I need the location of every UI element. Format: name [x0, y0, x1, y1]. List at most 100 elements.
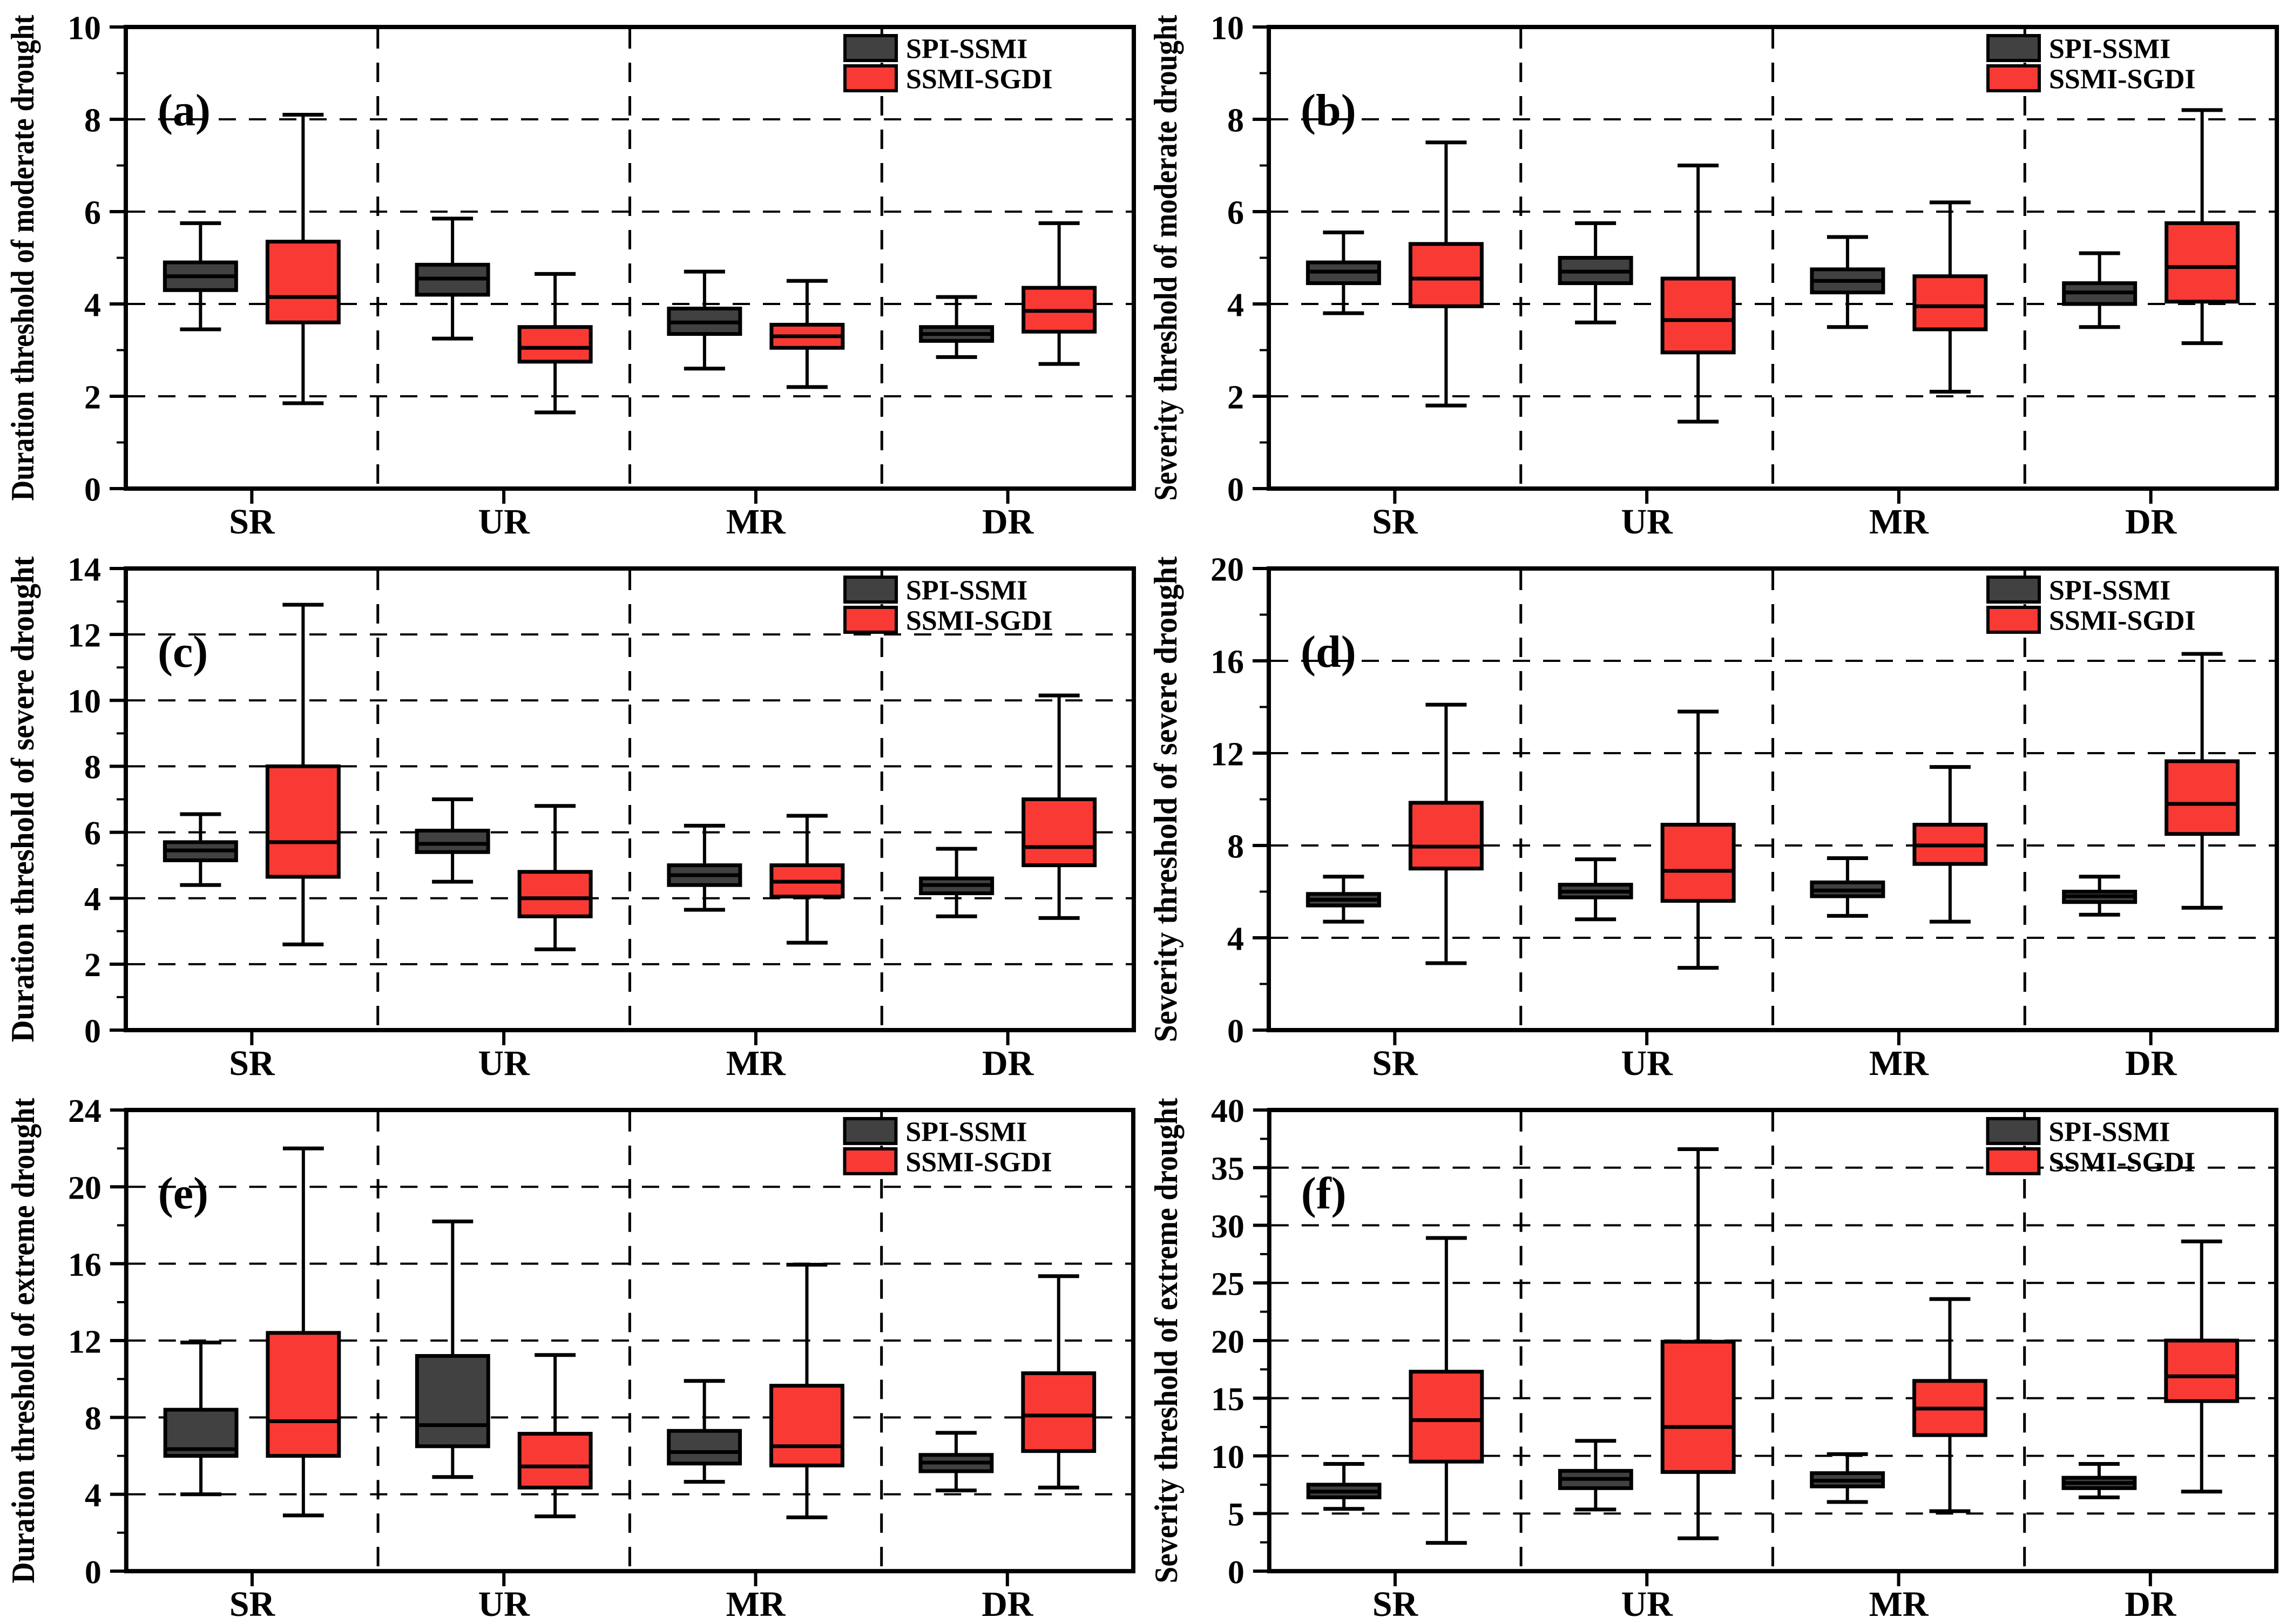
legend-swatch-SSMI-SGDI [843, 64, 898, 92]
box-SSMI-SGDI-UR [1660, 709, 1736, 970]
box-SPI-SSMI-DR [2061, 1462, 2137, 1499]
legend-swatch-SSMI-SGDI [1986, 64, 2041, 92]
category-label: UR [478, 1044, 530, 1083]
box-SPI-SSMI-MR [1810, 235, 1885, 329]
panel-svg: 0 4 8 12 16 20 24 SR UR MR DR Duration threshold of… [5, 1093, 1135, 1624]
y-axis: 0 2 4 6 8 10 [67, 10, 126, 508]
box-SSMI-SGDI-MR [769, 814, 845, 945]
y-tick-label: 10 [1210, 10, 1244, 46]
box-SPI-SSMI-SR [163, 221, 238, 331]
y-axis: 0 5 10 15 20 25 30 35 40 [1211, 1093, 1269, 1591]
box-SPI-SSMI-DR [919, 847, 995, 918]
panel-svg: 0 4 8 12 16 20 SR UR MR DR Severity threshold of s… [1148, 551, 2279, 1083]
y-tick-label: 20 [68, 1170, 102, 1207]
box-SSMI-SGDI-UR [517, 272, 593, 415]
box-SSMI-SGDI-MR [1912, 1297, 1987, 1513]
y-tick-label: 0 [1227, 471, 1244, 508]
y-tick-label: 6 [84, 815, 101, 852]
y-tick-label: 8 [1227, 828, 1244, 865]
legend-swatch-SPI-SSMI [1986, 576, 2041, 604]
y-tick-label: 8 [85, 1400, 102, 1437]
y-axis: 0 2 4 6 8 10 [1210, 10, 1269, 508]
box-SPI-SSMI-UR [415, 216, 490, 341]
box-SSMI-SGDI-MR [1912, 200, 1988, 394]
legend-swatch-SSMI-SGDI [843, 606, 898, 634]
y-tick-label: 15 [1211, 1381, 1245, 1418]
y-tick-label: 0 [85, 1554, 102, 1591]
box-SSMI-SGDI-DR [2164, 1239, 2240, 1494]
x-axis: SR UR MR DR [229, 1030, 1034, 1083]
box-SSMI-SGDI-DR [1022, 221, 1097, 366]
panel-letter: (b) [1301, 85, 1356, 136]
category-label: UR [1621, 1585, 1674, 1624]
y-tick-label: 16 [1210, 644, 1244, 680]
gridlines [1271, 1112, 2274, 1569]
y-tick-label: 30 [1211, 1208, 1245, 1245]
box-SPI-SSMI-SR [1306, 875, 1381, 924]
legend-label: SPI-SSMI [2049, 576, 2170, 606]
category-label: MR [726, 502, 786, 542]
box-SPI-SSMI-DR [919, 295, 995, 359]
box-SSMI-SGDI-UR [1660, 1147, 1736, 1540]
legend-swatch-SSMI-SGDI [1986, 1147, 2041, 1175]
x-axis: SR UR MR DR [1372, 489, 2177, 542]
y-tick-label: 10 [67, 684, 101, 720]
legend-swatch-SSMI-SGDI [843, 1147, 898, 1175]
box-SPI-SSMI-UR [415, 797, 490, 884]
y-tick-label: 12 [1210, 736, 1244, 773]
legend-swatch-SPI-SSMI [1986, 1116, 2041, 1145]
panel-svg: 0 2 4 6 8 10 SR UR MR DR Duration threshold of mod… [5, 10, 1136, 542]
box-SPI-SSMI-DR [2062, 251, 2138, 329]
box-SSMI-SGDI-SR [265, 112, 341, 405]
y-tick-label: 12 [68, 1323, 102, 1360]
y-tick-label: 4 [85, 1477, 102, 1514]
y-axis-title: Duration threshold of extreme drought [5, 1098, 41, 1583]
boxes [1306, 652, 2240, 970]
x-axis: SR UR MR DR [229, 1571, 1034, 1624]
panel-letter: (a) [158, 85, 211, 136]
legend-swatch-SPI-SSMI [843, 1116, 898, 1145]
box-SSMI-SGDI-UR [1660, 164, 1736, 424]
y-axis-title: Severity threshold of extreme drought [1148, 1098, 1184, 1583]
y-tick-label: 0 [1227, 1013, 1244, 1050]
boxes [163, 603, 1097, 951]
legend-swatch-SPI-SSMI [843, 34, 898, 62]
y-tick-label: 8 [1227, 102, 1244, 139]
box-SSMI-SGDI-DR [1022, 693, 1097, 920]
y-tick-label: 14 [67, 551, 101, 588]
y-tick-label: 0 [1228, 1554, 1245, 1591]
y-axis: 0 4 8 12 16 20 [1210, 551, 1269, 1050]
legend-label: SSMI-SGDI [2049, 64, 2196, 95]
y-tick-label: 6 [1227, 194, 1244, 231]
box-SPI-SSMI-SR [163, 812, 238, 887]
panel-letter: (e) [158, 1168, 208, 1219]
category-label: SR [229, 1585, 276, 1624]
box-SPI-SSMI-UR [1558, 857, 1633, 922]
y-tick-label: 2 [1227, 379, 1244, 416]
box-SSMI-SGDI-SR [265, 603, 341, 946]
y-tick-label: 10 [67, 10, 101, 46]
legend-label: SPI-SSMI [905, 1117, 1027, 1148]
box-SSMI-SGDI-MR [769, 279, 845, 389]
y-tick-label: 0 [84, 471, 101, 508]
category-label: DR [2125, 502, 2177, 542]
panel-svg: 0 5 10 15 20 25 30 35 40 SR UR MR DR Severity thresho… [1148, 1093, 2278, 1624]
box-SPI-SSMI-UR [1558, 1439, 1633, 1512]
category-label: MR [726, 1585, 786, 1624]
panel-letter: (f) [1301, 1168, 1347, 1219]
box-SPI-SSMI-SR [1306, 1462, 1382, 1511]
panel-b-severity-moderate: 0 2 4 6 8 10 SR UR MR DR Severity threshold of mod… [1143, 0, 2286, 542]
box-SPI-SSMI-MR [1810, 1452, 1885, 1504]
x-axis: SR UR MR DR [1372, 1571, 2177, 1624]
category-label: UR [478, 1585, 531, 1624]
legend-swatch-SSMI-SGDI [1986, 606, 2041, 634]
box-SSMI-SGDI-SR [266, 1146, 341, 1518]
legend-label: SSMI-SGDI [906, 606, 1053, 637]
category-label: DR [982, 502, 1034, 542]
panel-svg: 0 2 4 6 8 10 SR UR MR DR Severity threshold of mod… [1148, 10, 2279, 542]
